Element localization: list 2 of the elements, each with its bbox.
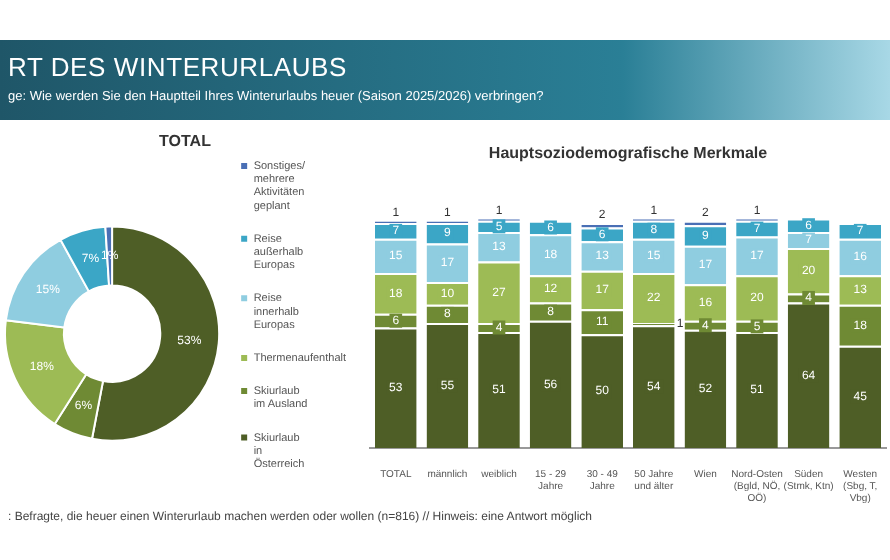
chart-title: Hauptsoziodemografische Merkmale (488, 144, 769, 163)
chart-title: TOTAL (159, 132, 212, 151)
